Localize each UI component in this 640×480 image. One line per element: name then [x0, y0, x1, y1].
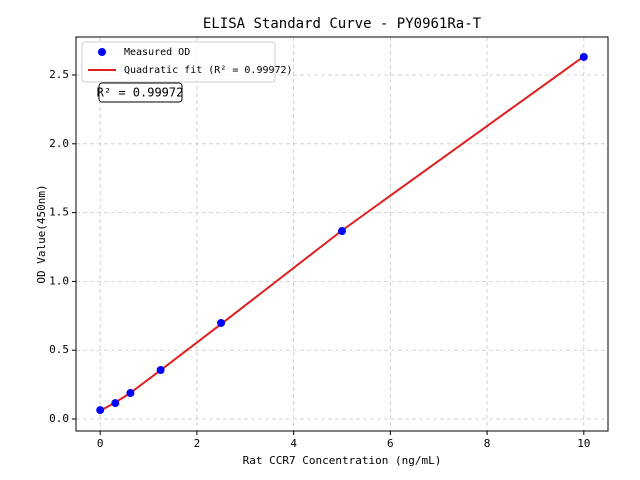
- data-point: [156, 366, 165, 375]
- annotation: R² = 0.99972: [97, 86, 184, 100]
- y-tick-label: 0.5: [49, 343, 69, 356]
- y-tick-label: 2.0: [49, 137, 69, 150]
- x-tick-label: 4: [290, 437, 297, 450]
- legend-label: Measured OD: [124, 47, 190, 58]
- x-tick-label: 6: [387, 437, 394, 450]
- legend-box: [81, 41, 276, 83]
- annotation-box: [98, 82, 183, 103]
- legend-swatch: [98, 48, 106, 56]
- y-tick-label: 0.0: [49, 412, 69, 425]
- x-axis-label: Rat CCR7 Concentration (ng/mL): [243, 454, 442, 467]
- x-tick-label: 10: [577, 437, 590, 450]
- y-tick-label: 2.5: [49, 68, 69, 81]
- x-tick-label: 0: [97, 437, 104, 450]
- chart-title: ELISA Standard Curve - PY0961Ra-T: [203, 16, 482, 32]
- legend-label: Quadratic fit (R² = 0.99972): [124, 65, 293, 76]
- data-point: [96, 406, 105, 415]
- data-point: [111, 399, 120, 408]
- data-point: [217, 318, 226, 327]
- x-tick-label: 8: [484, 437, 491, 450]
- x-tick-label: 2: [194, 437, 201, 450]
- y-tick-label: 1.5: [49, 206, 69, 219]
- data-point: [338, 227, 346, 236]
- y-tick-label: 1.0: [49, 274, 69, 287]
- plot-frame: [75, 36, 609, 432]
- data-point: [579, 52, 588, 61]
- data-point: [126, 389, 135, 398]
- y-axis-label: OD Value(450nm): [35, 184, 48, 283]
